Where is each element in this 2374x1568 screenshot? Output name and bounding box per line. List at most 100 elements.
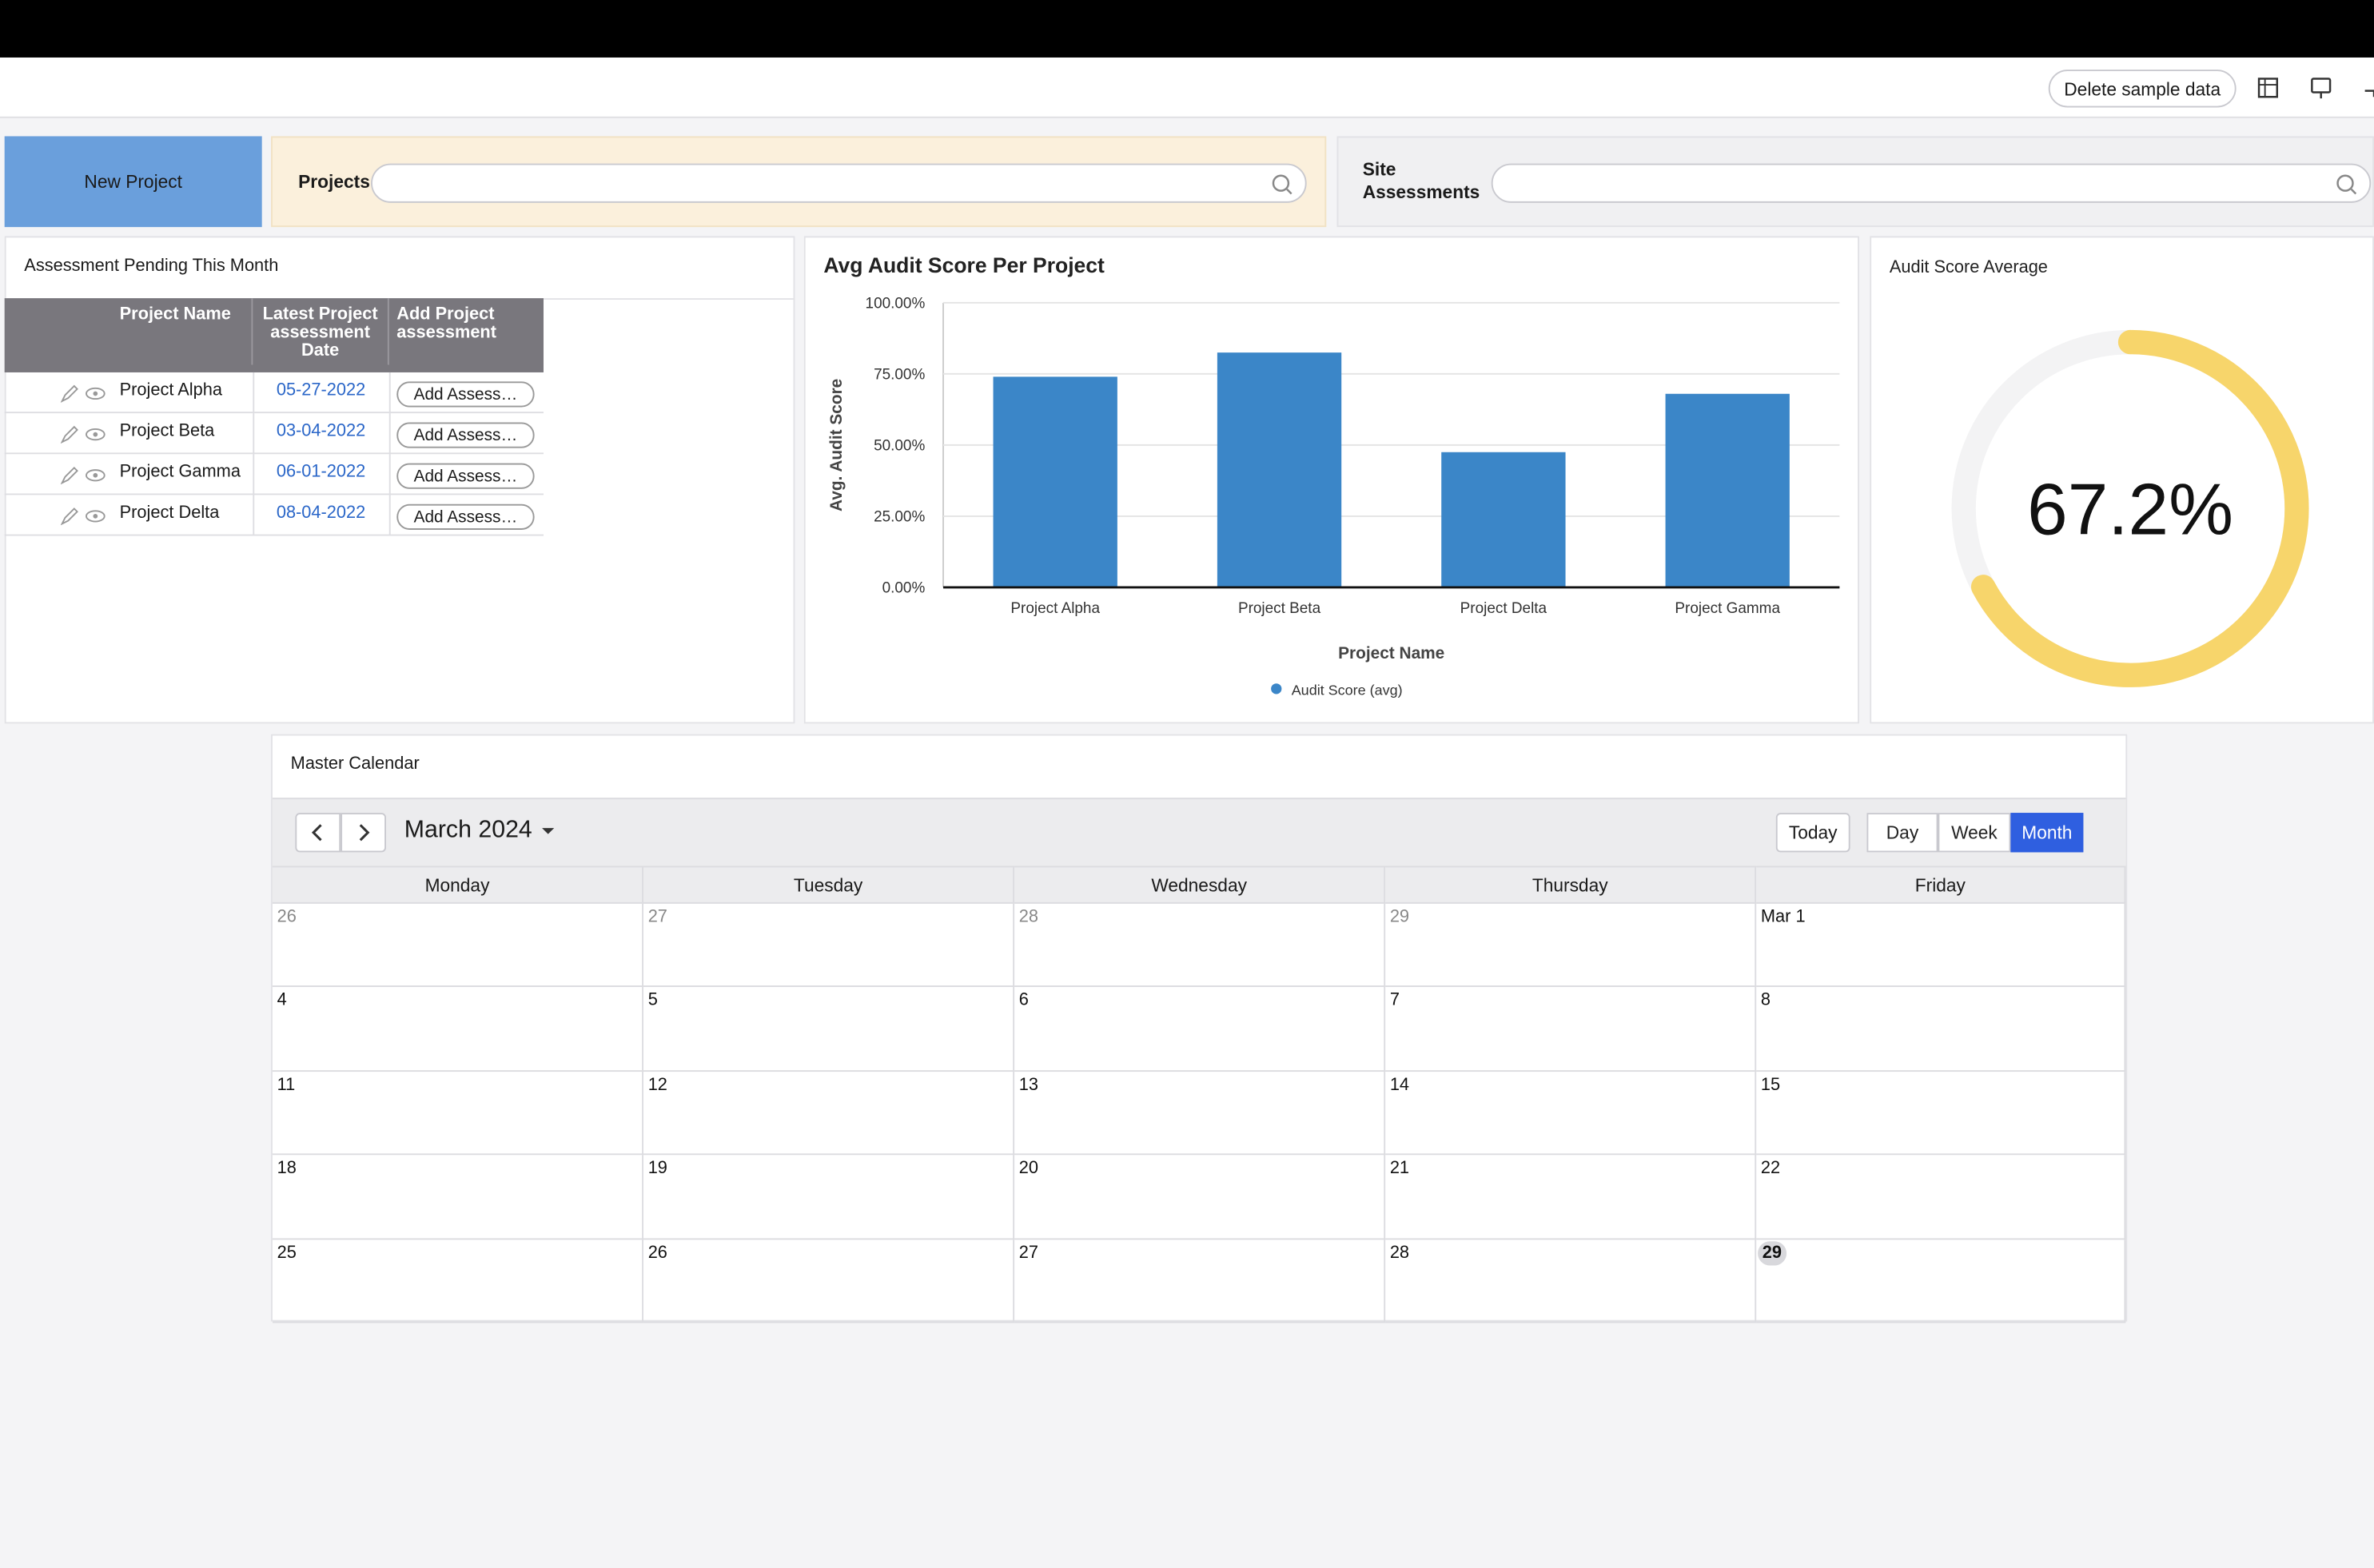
delete-sample-button[interactable]: Delete sample data: [2049, 70, 2237, 107]
gauge-chart: Audit Score Average67.2%: [1870, 236, 2374, 723]
day-cell[interactable]: [273, 988, 643, 1072]
day-number: 28: [1019, 908, 1038, 926]
day-cell[interactable]: [273, 1240, 643, 1323]
assessment-date[interactable]: 03-04-2022: [253, 422, 388, 440]
day-cell[interactable]: [1756, 1156, 2125, 1240]
cell-border: [253, 454, 254, 495]
header: [0, 58, 2374, 118]
column-header: Project Name: [5, 298, 253, 364]
cell-border: [389, 495, 391, 535]
day-cell[interactable]: [273, 1156, 643, 1240]
day-cell[interactable]: [1756, 1240, 2125, 1323]
weekday-header: Friday: [1756, 866, 2125, 903]
day-cell[interactable]: [1756, 1072, 2125, 1156]
day-number: 21: [1390, 1160, 1409, 1178]
day-number: Mar 1: [1761, 908, 1806, 926]
day-cell[interactable]: [1014, 988, 1385, 1072]
y-tick-label: 50.00%: [874, 438, 925, 455]
day-number: 27: [648, 908, 667, 926]
day-number: 5: [648, 992, 658, 1010]
day-cell[interactable]: [1385, 1240, 1756, 1323]
day-number: 6: [1019, 992, 1029, 1010]
legend-label: Audit Score (avg): [1292, 682, 1403, 698]
day-cell[interactable]: [1014, 1072, 1385, 1156]
project-name: Project Beta: [120, 422, 215, 440]
weekday-header: Thursday: [1385, 866, 1756, 903]
column-header: Latest Project assessment Date: [253, 298, 388, 364]
day-number: 29: [1758, 1240, 1786, 1264]
pending-title: Assessment Pending This Month: [24, 257, 278, 276]
cell-border: [253, 413, 254, 454]
row-icons[interactable]: [61, 384, 106, 403]
y-tick-label: 75.00%: [874, 366, 925, 383]
day-number: 28: [1390, 1244, 1409, 1262]
day-cell[interactable]: [1385, 1156, 1756, 1240]
view-button[interactable]: Month: [2010, 813, 2083, 852]
month-label[interactable]: March 2024: [404, 818, 532, 845]
cell-border: [389, 454, 391, 495]
day-number: 15: [1761, 1076, 1780, 1094]
day-cell[interactable]: [1014, 1240, 1385, 1323]
bar: [1441, 452, 1565, 587]
day-cell[interactable]: [273, 904, 643, 988]
add-assessment-button[interactable]: Add Assess…: [396, 422, 534, 448]
view-button[interactable]: Week: [1938, 813, 2010, 852]
day-number: 8: [1761, 992, 1771, 1010]
day-number: 27: [1019, 1244, 1038, 1262]
day-number: 7: [1390, 992, 1400, 1010]
day-number: 19: [648, 1160, 667, 1178]
day-number: 20: [1019, 1160, 1038, 1178]
x-tick-label: Project Delta: [1460, 600, 1547, 617]
day-cell[interactable]: [1385, 1072, 1756, 1156]
day-cell[interactable]: [643, 1072, 1014, 1156]
assessment-date[interactable]: 05-27-2022: [253, 381, 388, 400]
new-project-button[interactable]: New Project: [5, 136, 262, 227]
day-number: 12: [648, 1076, 667, 1094]
top-bar: [0, 0, 2374, 58]
day-cell[interactable]: [643, 904, 1014, 988]
weekday-header: Tuesday: [643, 866, 1014, 903]
row-icons[interactable]: [61, 466, 106, 484]
day-number: 13: [1019, 1076, 1038, 1094]
add-assessment-button[interactable]: Add Assess…: [396, 464, 534, 489]
assessment-date[interactable]: 08-04-2022: [253, 504, 388, 523]
day-cell[interactable]: [643, 988, 1014, 1072]
y-tick-label: 0.00%: [882, 580, 926, 597]
day-number: 22: [1761, 1160, 1780, 1178]
day-number: 26: [277, 908, 297, 926]
assessment-date[interactable]: 06-01-2022: [253, 464, 388, 482]
day-cell[interactable]: [1385, 904, 1756, 988]
day-cell[interactable]: [273, 1072, 643, 1156]
day-cell[interactable]: [1014, 1156, 1385, 1240]
day-cell[interactable]: [1756, 904, 2125, 988]
row-icons[interactable]: [61, 507, 106, 526]
view-button[interactable]: Day: [1866, 813, 1938, 852]
icon-table[interactable]: [2259, 78, 2277, 97]
add-assessment-button[interactable]: Add Assess…: [396, 381, 534, 407]
day-number: 26: [648, 1244, 667, 1262]
next-button[interactable]: [341, 813, 386, 852]
month-caret: [540, 826, 556, 835]
project-name: Project Gamma: [120, 464, 241, 482]
day-cell[interactable]: [1756, 988, 2125, 1072]
day-number: 25: [277, 1244, 297, 1262]
prev-button[interactable]: [295, 813, 341, 852]
day-cell[interactable]: [1385, 988, 1756, 1072]
column-header: Add Project assessment: [389, 306, 542, 342]
day-number: 4: [277, 992, 287, 1010]
icon-expand[interactable]: [2365, 91, 2374, 98]
row-icons[interactable]: [61, 425, 106, 444]
day-cell[interactable]: [643, 1156, 1014, 1240]
projects-search[interactable]: [371, 164, 1307, 203]
pending-table: Project NameLatest Project assessment Da…: [5, 298, 544, 540]
day-number: 14: [1390, 1076, 1409, 1094]
today-button[interactable]: Today: [1776, 813, 1850, 852]
icon-present[interactable]: [2312, 78, 2330, 92]
x-tick-label: Project Beta: [1238, 600, 1321, 617]
day-number: 18: [277, 1160, 297, 1178]
weekday-header: Wednesday: [1014, 866, 1385, 903]
add-assessment-button[interactable]: Add Assess…: [396, 504, 534, 530]
y-axis-title: Avg. Audit Score: [827, 379, 846, 511]
day-cell[interactable]: [1014, 904, 1385, 988]
day-cell[interactable]: [643, 1240, 1014, 1323]
